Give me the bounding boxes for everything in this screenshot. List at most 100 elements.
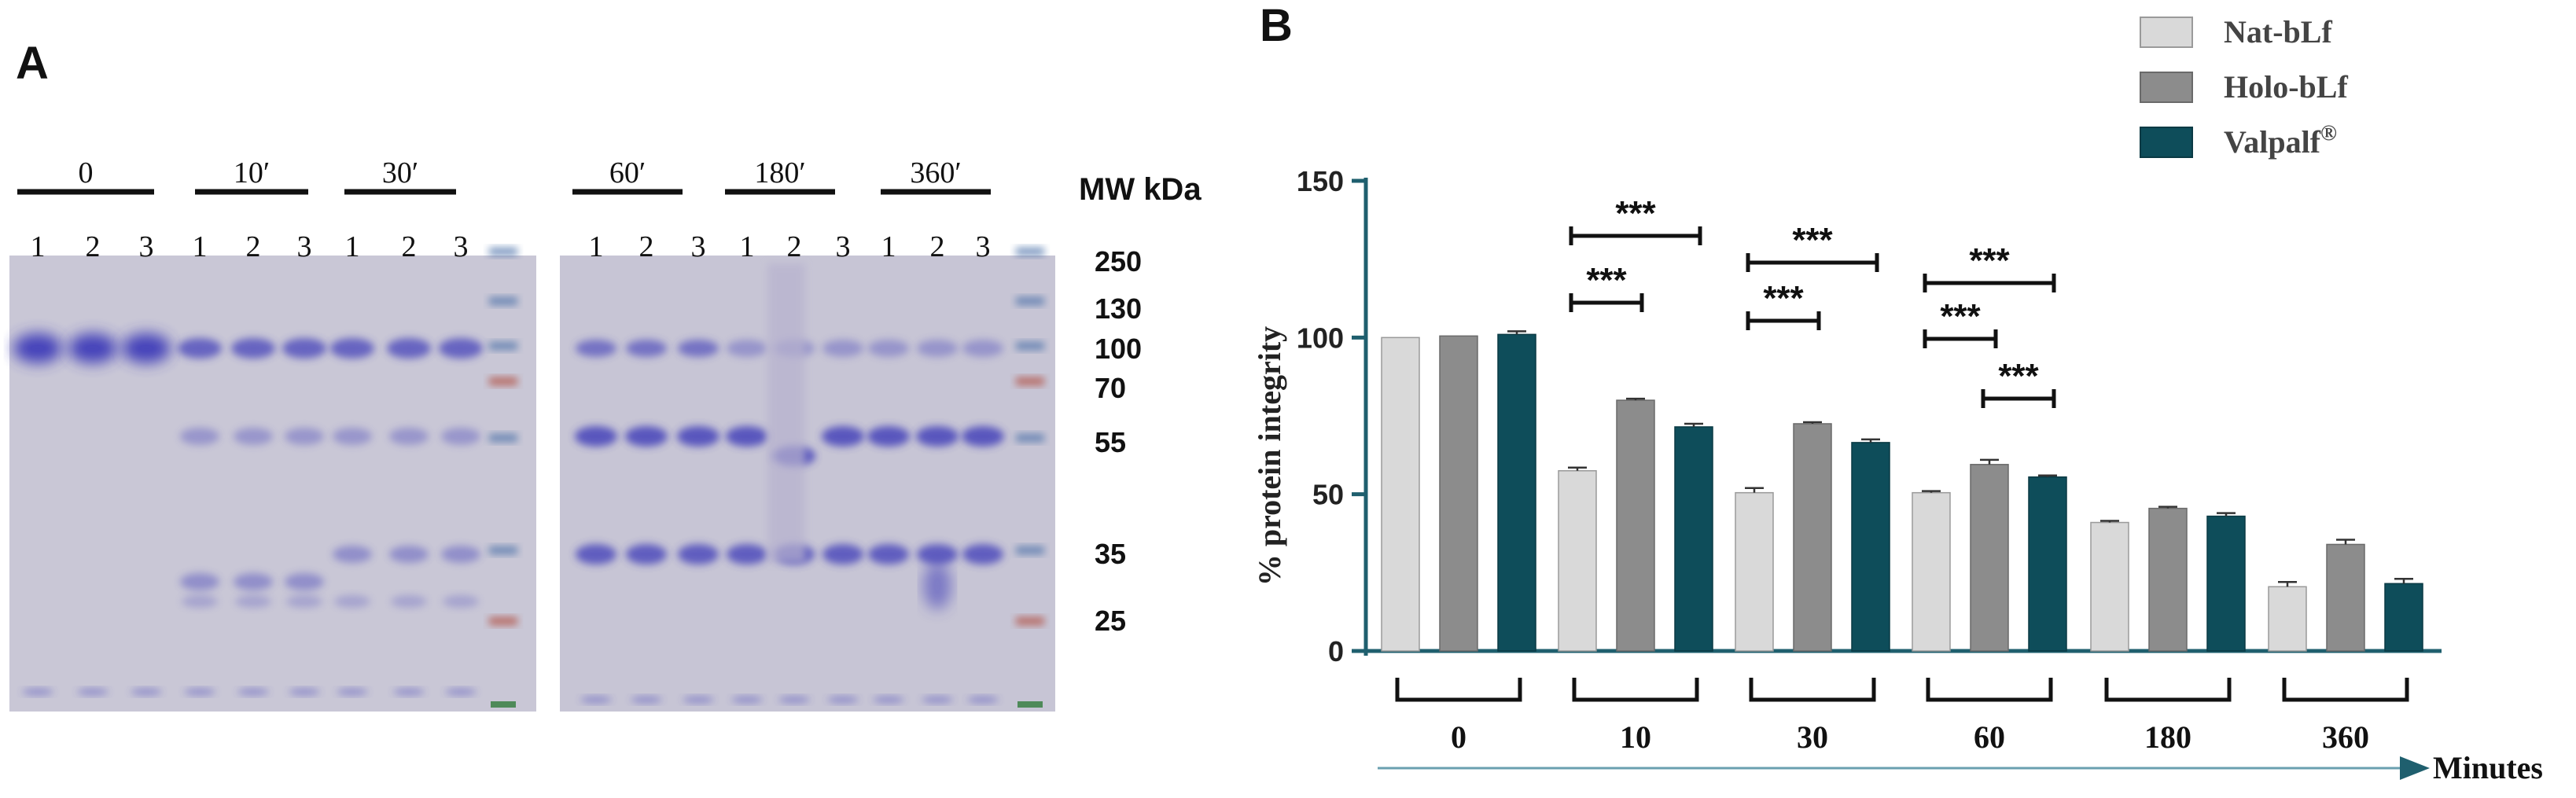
bar	[1735, 491, 1774, 652]
lane-number: 1	[881, 230, 896, 263]
mw-marker-label: 35	[1095, 538, 1126, 570]
band-55	[575, 426, 617, 447]
bars	[1381, 330, 2423, 652]
lane-number: 1	[193, 230, 208, 263]
legend: Nat-bLf Holo-bLf Valpalf®	[2140, 14, 2348, 160]
band-dye-front	[778, 697, 810, 703]
significance-label: ***	[1763, 279, 1804, 318]
band-main	[727, 340, 767, 357]
arrow-head	[2400, 756, 2430, 780]
x-tick-label: 10	[1620, 719, 1651, 755]
x-category-groups: 0 10 30 60 180 360	[1395, 678, 2409, 755]
gel-left	[9, 256, 536, 712]
bar	[1381, 336, 1420, 652]
time-group-label: 60′	[609, 156, 646, 189]
ladder-band	[1016, 434, 1044, 442]
ladder-band	[1016, 342, 1044, 350]
band-35	[962, 544, 1003, 564]
band-55	[625, 426, 668, 447]
ladder-band	[1016, 297, 1044, 305]
category-bracket	[2104, 678, 2232, 702]
band-smear	[923, 562, 951, 609]
lane-number: 2	[86, 230, 101, 263]
category-bracket	[1926, 678, 2053, 702]
band-55	[285, 428, 324, 445]
ladder-band	[489, 617, 517, 625]
ladder-band	[1016, 248, 1044, 256]
mw-marker-label: 70	[1095, 372, 1126, 404]
gel-labels: 0 10′ 30′ 60′ 180′ 360′1 2 3 1 2 3 1 2 3 1 2 3 1 2 3 1 2 3	[17, 156, 991, 263]
band-35	[626, 544, 667, 564]
legend-swatch	[2140, 17, 2193, 48]
y-tick-label: 50	[1312, 479, 1344, 511]
band-main	[822, 340, 863, 357]
ladder-band	[489, 546, 517, 554]
band-main	[868, 340, 909, 357]
band-faint	[182, 595, 218, 608]
bar	[2268, 586, 2307, 652]
band-dye-front	[22, 689, 53, 695]
band-faint	[334, 595, 370, 608]
x-tick-label: 30	[1797, 719, 1828, 755]
band-55	[677, 426, 719, 447]
y-tick-label: 0	[1328, 635, 1344, 667]
significance-label: ***	[1998, 357, 2039, 395]
lane-number: 1	[589, 230, 604, 263]
band-faint	[391, 595, 427, 608]
ladder-band	[489, 377, 517, 385]
ladder-band	[1016, 617, 1044, 625]
band-main	[178, 338, 222, 359]
band-dye-front	[337, 689, 368, 695]
legend-label: Valpalf®	[2224, 121, 2337, 160]
band-dye-front	[131, 689, 162, 695]
panel-a-gel: A 0 10′ 30′ 60′ 180′ 360′1 2 3 1 2 3 1 2 3 1 2 3 1 2 3 1 2 3 M…	[9, 38, 1202, 712]
ladder-band	[489, 434, 517, 442]
ladder-band	[1018, 701, 1043, 708]
ladder-band	[1016, 546, 1044, 554]
lane-number: 3	[976, 230, 991, 263]
lane-number: 3	[691, 230, 706, 263]
mw-marker-label: 55	[1095, 426, 1126, 458]
bar	[1912, 491, 1951, 652]
band-main	[330, 338, 374, 359]
y-tick-label: 100	[1297, 322, 1344, 354]
band-dye-front	[77, 689, 109, 695]
mw-marker-label: 25	[1095, 605, 1126, 637]
band-main	[917, 340, 958, 357]
band-dye-front	[237, 689, 269, 695]
mw-marker-label: 250	[1095, 245, 1142, 278]
band-dye-front	[873, 697, 904, 703]
ladder-band	[489, 248, 517, 256]
x-tick-label: 180	[2144, 719, 2191, 755]
bar	[2206, 515, 2246, 652]
legend-swatch	[2140, 72, 2193, 103]
band-55	[962, 426, 1004, 447]
band-35	[285, 573, 324, 590]
band-main	[678, 340, 719, 357]
category-bracket	[2282, 678, 2409, 702]
band-35	[389, 546, 429, 563]
bar	[2090, 521, 2129, 652]
time-group-label: 10′	[234, 156, 270, 189]
time-group-label: 30′	[382, 156, 418, 189]
bar	[1616, 399, 1655, 652]
band-dye-front	[731, 697, 763, 703]
x-tick-label: 360	[2322, 719, 2369, 755]
band-dye-front	[580, 697, 612, 703]
legend-swatch	[2140, 127, 2193, 158]
band-55	[867, 426, 910, 447]
lane-number: 1	[740, 230, 755, 263]
x-axis-arrow-label: Minutes	[2433, 750, 2543, 785]
mw-marker-labels: 250 130 100 70 55 35 25	[1095, 245, 1142, 637]
band-dye-front	[184, 689, 215, 695]
band-intact	[68, 333, 117, 363]
gel-bands	[13, 248, 1044, 708]
lane-number: 2	[787, 230, 802, 263]
significance-label: ***	[1792, 221, 1833, 259]
band-main	[387, 338, 431, 359]
band-dye-front	[827, 697, 859, 703]
band-55	[180, 428, 219, 445]
band-55	[389, 428, 429, 445]
band-dye-front	[393, 689, 425, 695]
